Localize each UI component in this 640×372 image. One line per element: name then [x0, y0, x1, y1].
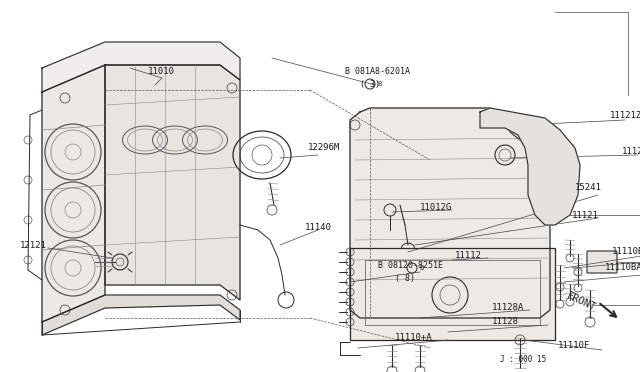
Text: 11110F: 11110F	[558, 340, 590, 350]
Text: 11110B: 11110B	[612, 247, 640, 257]
Polygon shape	[350, 248, 555, 340]
Text: 11128: 11128	[492, 317, 519, 327]
Polygon shape	[42, 295, 240, 335]
Text: ( 3): ( 3)	[360, 80, 380, 89]
Text: B 08120-8251E: B 08120-8251E	[378, 260, 443, 269]
Polygon shape	[350, 108, 550, 318]
Text: 11010: 11010	[148, 67, 175, 77]
Text: 11121+A: 11121+A	[622, 148, 640, 157]
Text: 11140: 11140	[305, 224, 332, 232]
Text: 11121Z: 11121Z	[610, 110, 640, 119]
Text: 11110+A: 11110+A	[395, 334, 433, 343]
Text: ( 8): ( 8)	[395, 273, 415, 282]
Text: 15241: 15241	[575, 183, 602, 192]
Text: B: B	[419, 265, 423, 271]
Text: 12121: 12121	[20, 241, 47, 250]
Text: 11110BA: 11110BA	[605, 263, 640, 273]
Text: FRONT: FRONT	[565, 291, 598, 313]
Polygon shape	[42, 65, 105, 322]
Text: 11112: 11112	[455, 250, 482, 260]
FancyBboxPatch shape	[587, 251, 617, 273]
Text: 11012G: 11012G	[420, 203, 452, 212]
Text: 12296M: 12296M	[308, 144, 340, 153]
Text: B: B	[377, 81, 381, 87]
Text: 11121: 11121	[572, 211, 599, 219]
Text: J : 000 15: J : 000 15	[500, 356, 547, 365]
Polygon shape	[480, 108, 580, 225]
Text: 11128A: 11128A	[492, 304, 524, 312]
Polygon shape	[105, 65, 240, 300]
Polygon shape	[42, 42, 240, 92]
Text: B 081A8-6201A: B 081A8-6201A	[345, 67, 410, 77]
